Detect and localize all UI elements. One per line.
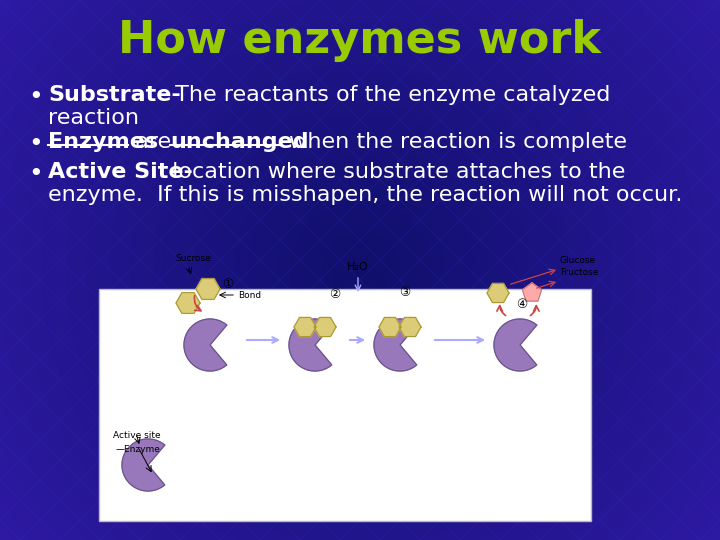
Polygon shape	[487, 284, 509, 302]
Text: Bond: Bond	[238, 291, 261, 300]
Text: Active site: Active site	[113, 431, 161, 440]
Text: when the reaction is complete: when the reaction is complete	[282, 132, 627, 152]
Text: Active Site-: Active Site-	[48, 162, 193, 182]
Text: Glucose: Glucose	[560, 256, 596, 265]
Text: •: •	[28, 162, 42, 186]
Text: enzyme.  If this is misshapen, the reaction will not occur.: enzyme. If this is misshapen, the reacti…	[48, 185, 683, 205]
Text: reaction: reaction	[48, 108, 139, 128]
Text: ②: ②	[329, 288, 341, 301]
Polygon shape	[294, 318, 316, 336]
Text: Substrate-: Substrate-	[48, 85, 181, 105]
Text: •: •	[28, 132, 42, 156]
Text: unchanged: unchanged	[170, 132, 309, 152]
Polygon shape	[176, 293, 200, 313]
Text: Sucrose: Sucrose	[175, 254, 211, 263]
Polygon shape	[314, 318, 336, 336]
Polygon shape	[184, 319, 227, 371]
Text: How enzymes work: How enzymes work	[119, 18, 601, 62]
Text: Enzymes: Enzymes	[48, 132, 158, 152]
Polygon shape	[374, 319, 417, 371]
Polygon shape	[196, 279, 220, 299]
Text: •: •	[28, 85, 42, 109]
Polygon shape	[494, 319, 536, 371]
Polygon shape	[289, 319, 332, 371]
Text: ④: ④	[516, 299, 528, 312]
Text: The reactants of the enzyme catalyzed: The reactants of the enzyme catalyzed	[168, 85, 611, 105]
Polygon shape	[379, 318, 401, 336]
Text: Fructose: Fructose	[560, 268, 598, 277]
Text: location where substrate attaches to the: location where substrate attaches to the	[165, 162, 626, 182]
Text: ①: ①	[222, 279, 233, 292]
Polygon shape	[399, 318, 421, 336]
Polygon shape	[523, 283, 541, 301]
FancyBboxPatch shape	[99, 289, 591, 521]
Text: ③: ③	[400, 287, 410, 300]
Text: —Enzyme: —Enzyme	[116, 445, 161, 454]
Text: are: are	[128, 132, 179, 152]
Polygon shape	[122, 439, 165, 491]
Text: H₂O: H₂O	[347, 262, 369, 272]
